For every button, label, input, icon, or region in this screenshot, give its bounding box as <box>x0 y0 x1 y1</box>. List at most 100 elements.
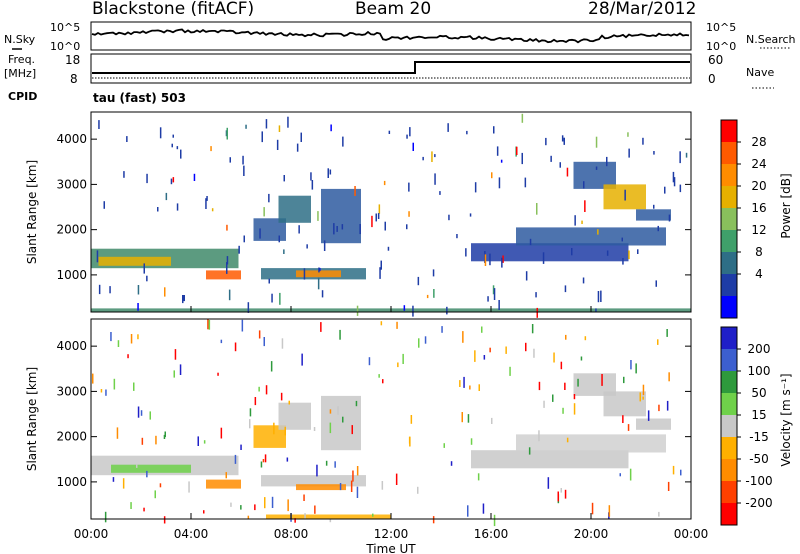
scatter-speck <box>608 505 611 517</box>
scatter-speck <box>545 137 547 146</box>
scatter-speck <box>536 203 538 215</box>
scatter-speck <box>642 137 644 145</box>
colorbar-tick-label: 24 <box>751 157 766 171</box>
scatter-speck <box>474 350 476 362</box>
scatter-speck <box>339 329 341 340</box>
scatter-speck <box>240 444 242 450</box>
scatter-speck <box>137 303 139 311</box>
scatter-speck <box>241 319 244 332</box>
freq-right-tick-top: 60 <box>708 53 723 67</box>
scatter-speck <box>130 502 132 509</box>
scatter-speck <box>538 430 540 442</box>
scatter-speck <box>329 169 332 175</box>
scatter-speck <box>210 146 212 152</box>
scatter-speck <box>176 146 179 150</box>
scatter-speck <box>424 336 427 344</box>
scatter-speck <box>339 483 342 491</box>
scatter-speck <box>529 238 532 246</box>
scatter-speck <box>321 290 324 298</box>
scatter-speck <box>573 403 576 415</box>
data-band-6 <box>296 484 346 491</box>
scatter-speck <box>226 224 228 231</box>
scatter-speck <box>380 260 382 270</box>
scatter-speck <box>685 152 688 158</box>
colorbar-tick-label: 50 <box>751 386 766 400</box>
scatter-speck <box>456 234 458 239</box>
scatter-speck <box>432 516 435 524</box>
colorbar-segment <box>721 164 737 186</box>
colorbar-tick-label: 100 <box>748 364 771 378</box>
scatter-speck <box>647 410 650 421</box>
scatter-speck <box>378 204 381 214</box>
scatter-speck <box>262 459 265 463</box>
scatter-speck <box>259 228 261 239</box>
scatter-speck <box>397 362 399 368</box>
velocity-ylabel: Slant Range [km] <box>25 367 39 471</box>
colorbar-segment <box>721 371 737 393</box>
scatter-speck <box>628 250 630 260</box>
colorbar-segment <box>721 327 737 349</box>
scatter-speck <box>533 348 535 358</box>
scatter-speck <box>658 404 660 412</box>
scatter-speck <box>679 184 682 193</box>
scatter-speck <box>329 409 332 414</box>
scatter-speck <box>159 483 162 488</box>
scatter-speck <box>281 338 284 349</box>
scatter-speck <box>356 466 359 476</box>
scatter-speck <box>350 480 353 492</box>
power-panel: 4000 3000 2000 1000 Slant Range [km] 28 24 20… <box>25 111 793 319</box>
scatter-speck <box>228 289 231 301</box>
data-band-2 <box>206 270 241 280</box>
noise-right-tick-bottom: 10^0 <box>706 40 736 53</box>
scatter-speck <box>136 464 138 468</box>
scatter-speck <box>666 329 668 337</box>
scatter-speck <box>263 337 265 347</box>
colorbar-tick-label: 15 <box>751 408 766 422</box>
data-band-6 <box>296 270 341 278</box>
y-tick-label: 1000 <box>56 268 87 282</box>
scatter-speck <box>422 156 424 161</box>
colorbar-segment <box>721 252 737 274</box>
y-tick-label: 4000 <box>56 339 87 353</box>
scatter-speck <box>333 223 335 235</box>
scatter-speck <box>621 237 623 242</box>
scatter-speck <box>172 177 175 183</box>
freq-panel-frame <box>90 53 692 84</box>
scatter-speck <box>146 173 148 184</box>
colorbar-segment <box>721 142 737 164</box>
colorbar-tick-label: 4 <box>755 267 763 281</box>
scatter-speck <box>182 295 184 304</box>
scatter-speck <box>283 175 285 182</box>
freq-left-label: Freq. <box>8 53 35 66</box>
scatter-speck <box>226 262 228 274</box>
scatter-speck <box>355 400 358 407</box>
scatter-speck <box>672 171 675 183</box>
scatter-speck <box>329 422 332 434</box>
scatter-speck <box>242 155 244 165</box>
scatter-speck <box>92 373 94 384</box>
scatter-speck <box>639 392 641 402</box>
x-tick-label: 04:00 <box>174 527 209 541</box>
scatter-speck <box>229 157 231 163</box>
scatter-speck <box>525 342 527 352</box>
scatter-speck <box>96 250 99 263</box>
scatter-speck <box>113 378 116 390</box>
scatter-speck <box>143 263 145 274</box>
scatter-speck <box>207 319 209 330</box>
scatter-speck <box>388 130 391 134</box>
scatter-speck <box>559 162 561 168</box>
scatter-speck <box>406 224 408 230</box>
scatter-speck <box>164 287 166 297</box>
scatter-speck <box>628 148 630 158</box>
scatter-speck <box>268 278 270 284</box>
scatter-speck <box>574 215 576 226</box>
scatter-speck <box>288 400 290 405</box>
scatter-speck <box>137 285 140 295</box>
scatter-speck <box>245 124 247 129</box>
scatter-speck <box>317 211 319 221</box>
scatter-speck <box>461 412 463 423</box>
scatter-speck <box>565 334 567 340</box>
y-tick-label: 2000 <box>56 430 87 444</box>
scatter-speck <box>384 221 386 231</box>
frequency-panel: Freq. [MHz] 18 8 60 0 Nave CPID tau (fas… <box>4 53 774 105</box>
